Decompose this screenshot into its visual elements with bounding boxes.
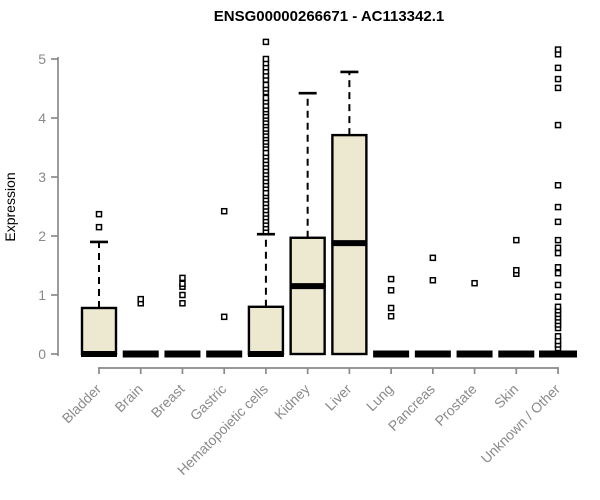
box-group [122,295,159,358]
outlier-point [554,84,562,92]
outlier-point [387,312,395,320]
outlier-point [220,207,228,215]
x-tick-label: Liver [322,381,355,414]
outlier-point [554,244,562,252]
outlier-point [554,249,562,257]
y-tick-label: 0 [38,346,46,362]
y-tick-label: 2 [38,228,46,244]
outlier-point [387,304,395,312]
y-tick-label: 4 [38,110,46,126]
x-tick-label: Brain [111,381,145,415]
box-group [498,236,535,358]
median-bar [414,350,451,358]
outlier-point [137,295,144,303]
box-group [539,46,578,358]
outlier-point [554,281,562,289]
outlier-point [554,64,562,72]
outlier-point [262,94,270,102]
outlier-point [554,75,562,83]
median-bar [373,350,410,358]
outlier-point [554,46,562,53]
outlier-point [429,254,437,262]
box-group [373,275,410,358]
outlier-point [95,210,103,218]
y-tick-label: 1 [38,287,46,303]
outlier-point [554,264,562,271]
x-tick-label: Kidney [271,381,313,423]
y-axis-label: Expression [2,172,18,241]
outlier-point [262,38,270,46]
outlier-point [554,121,562,129]
median-bar [539,350,578,358]
median-bar [206,350,243,358]
outlier-point [554,333,562,340]
box-group [206,207,243,358]
x-tick-label: Bladder [59,381,105,427]
median-bar [456,350,493,358]
chart-title: ENSG00000266671 - AC113342.1 [214,8,444,25]
x-tick-label: Breast [148,381,188,421]
outlier-point [262,81,270,89]
box-group [164,274,201,358]
box-group [80,210,118,357]
outlier-point [554,182,562,189]
x-tick-label: Skin [491,381,522,412]
box-group [247,38,285,357]
y-tick-label: 5 [38,51,46,67]
median-bar [122,350,159,358]
box-group [414,254,451,358]
outlier-point [387,287,395,294]
median-bar [164,350,201,358]
box-group [456,279,493,358]
outlier-point [554,293,562,301]
outlier-point [554,218,562,226]
outlier-point [429,277,437,284]
x-tick-label: Unknown / Other [478,381,564,467]
median-bar [498,350,535,358]
x-tick-label: Prostate [432,381,480,429]
box-iqr [289,236,326,356]
outlier-point [513,266,520,274]
box-group [289,91,326,356]
outlier-point [387,275,395,283]
outlier-point [554,236,562,244]
outlier-point [179,300,186,307]
outlier-point [471,279,478,287]
outlier-point [554,269,562,277]
x-tick-label: Lung [363,381,396,414]
outlier-point [554,203,562,211]
outlier-point [179,280,186,288]
outlier-point [95,223,103,231]
y-tick-label: 3 [38,169,46,185]
box-iqr [247,305,285,356]
outlier-point [554,303,562,311]
boxes-layer [80,38,578,358]
outlier-point [513,236,520,244]
box-group [331,70,368,356]
outlier-point [220,313,228,321]
outlier-point [179,291,186,299]
box-iqr [80,306,118,356]
outlier-point [262,55,270,63]
outlier-point [179,274,186,282]
